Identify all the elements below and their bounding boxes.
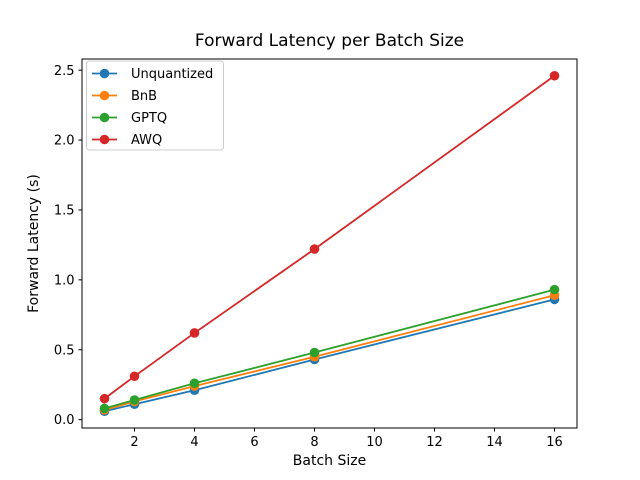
series-GPTQ: [99, 284, 560, 414]
y-tick-label: 1.5: [54, 204, 75, 219]
legend-item: BnB: [92, 89, 157, 104]
data-point-marker: [309, 347, 320, 358]
y-tick-label: 0.0: [54, 413, 75, 428]
y-axis-label: Forward Latency (s): [26, 174, 42, 313]
x-axis-ticks: 2 4 6 8 10 12 14 16: [130, 428, 563, 450]
series-lines: [99, 70, 560, 417]
x-tick-label: 4: [190, 435, 198, 450]
x-tick-label: 2: [130, 435, 138, 450]
y-tick-label: 0.5: [54, 343, 75, 358]
legend-marker: [99, 112, 110, 123]
y-tick-label: 2.0: [54, 134, 75, 149]
legend-item: AWQ: [92, 133, 162, 148]
legend-item: GPTQ: [92, 111, 167, 126]
chart-title: Forward Latency per Batch Size: [195, 31, 464, 51]
legend-label: BnB: [131, 89, 157, 104]
legend-label: Unquantized: [131, 67, 213, 82]
x-tick-label: 10: [366, 435, 383, 450]
data-point-marker: [99, 403, 110, 414]
legend-item: Unquantized: [92, 67, 213, 82]
y-tick-label: 1.0: [54, 273, 75, 288]
data-point-marker: [549, 284, 560, 295]
legend-label: AWQ: [131, 133, 162, 148]
legend: Unquantized BnB GPTQ AWQ: [86, 60, 224, 151]
data-point-marker: [309, 244, 320, 254]
data-point-marker: [129, 371, 140, 382]
data-point-marker: [99, 393, 110, 404]
legend-marker: [99, 68, 110, 79]
x-tick-label: 8: [310, 435, 318, 450]
legend-box: [86, 60, 224, 151]
data-point-marker: [129, 395, 140, 405]
legend-marker: [99, 90, 110, 101]
series-AWQ: [99, 70, 560, 404]
x-tick-label: 6: [250, 435, 258, 450]
x-tick-label: 12: [426, 435, 443, 450]
legend-marker: [99, 134, 110, 145]
legend-label: GPTQ: [131, 111, 167, 126]
x-axis-label: Batch Size: [293, 453, 366, 469]
plot-area: [81, 58, 578, 429]
x-tick-label: 14: [486, 435, 503, 450]
y-axis-ticks: 0.0 0.5 1.0 1.5 2.0 2.5: [54, 64, 82, 428]
x-tick-label: 16: [546, 435, 563, 450]
data-point-marker: [189, 328, 200, 338]
data-point-marker: [549, 70, 560, 81]
data-point-marker: [189, 378, 200, 389]
y-tick-label: 2.5: [54, 64, 75, 79]
